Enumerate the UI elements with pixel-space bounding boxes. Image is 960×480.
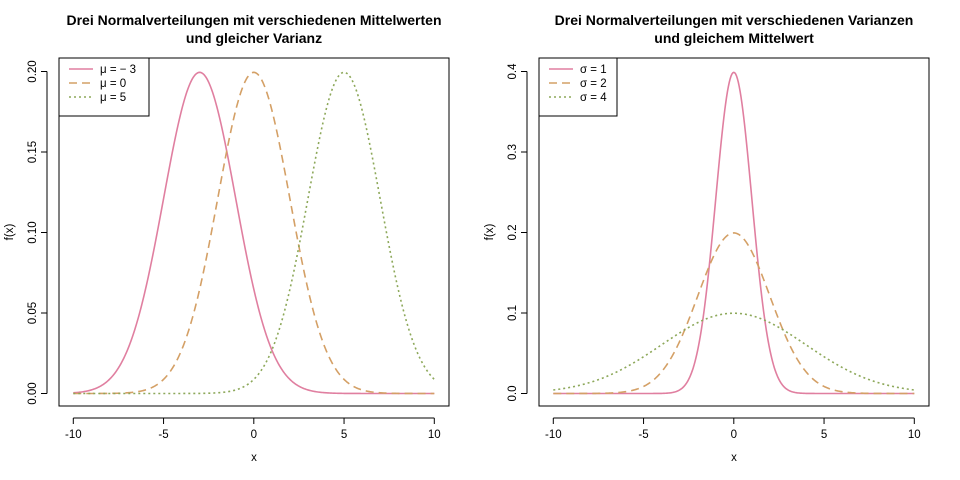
y-tick-label: 0.20 bbox=[27, 60, 39, 82]
plot-frame bbox=[58, 57, 450, 407]
chart-panel-1: Drei Normalverteilungen mit verschiedene… bbox=[4, 12, 450, 464]
y-tick-label: 0.2 bbox=[507, 225, 519, 241]
series-line-3 bbox=[553, 312, 915, 391]
y-axis-label: f(x) bbox=[4, 224, 16, 241]
y-tick-label: 0.05 bbox=[27, 302, 39, 324]
y-tick-label: 0.4 bbox=[507, 63, 519, 80]
legend-label-2: μ = 0 bbox=[100, 78, 126, 90]
chart-title-line-2: und gleicher Varianz bbox=[186, 30, 322, 46]
plot-frame bbox=[538, 57, 930, 407]
x-tick-label: -10 bbox=[545, 429, 562, 441]
x-tick-label: 0 bbox=[251, 429, 257, 441]
legend-label-2: σ = 2 bbox=[580, 78, 607, 90]
x-tick-label: 5 bbox=[821, 429, 827, 441]
x-tick-label: 5 bbox=[341, 429, 347, 441]
chart-title-line-1: Drei Normalverteilungen mit verschiedene… bbox=[67, 12, 442, 28]
legend-label-3: σ = 4 bbox=[580, 92, 607, 104]
legend-label-1: σ = 1 bbox=[580, 64, 607, 76]
y-tick-label: 0.15 bbox=[27, 141, 39, 163]
chart-title-line-2: und gleichem Mittelwert bbox=[654, 30, 814, 46]
x-tick-label: -5 bbox=[158, 429, 168, 441]
y-tick-label: 0.3 bbox=[507, 144, 519, 160]
legend: σ = 1 σ = 2 σ = 4 bbox=[538, 57, 618, 117]
x-axis-label: x bbox=[251, 452, 257, 464]
legend-label-3: μ = 5 bbox=[100, 92, 126, 104]
chart-panel-2: Drei Normalverteilungen mit verschiedene… bbox=[484, 12, 930, 464]
legend-box bbox=[538, 57, 618, 117]
y-tick-label: 0.1 bbox=[507, 305, 519, 321]
series-line-2 bbox=[73, 71, 435, 395]
legend-box bbox=[58, 57, 150, 117]
series-line-3 bbox=[73, 71, 435, 395]
x-tick-label: 0 bbox=[731, 429, 737, 441]
x-axis-label: x bbox=[731, 452, 737, 464]
chart-title-line-1: Drei Normalverteilungen mit verschiedene… bbox=[555, 12, 914, 28]
legend-label-1: μ = − 3 bbox=[100, 64, 136, 76]
y-axis-label: f(x) bbox=[484, 224, 496, 241]
legend: μ = − 3 μ = 0 μ = 5 bbox=[58, 57, 150, 117]
series-line-1 bbox=[73, 71, 435, 395]
x-tick-label: -10 bbox=[65, 429, 82, 441]
x-tick-label: -5 bbox=[638, 429, 648, 441]
series-line-2 bbox=[553, 232, 915, 395]
x-tick-label: 10 bbox=[908, 429, 921, 441]
y-tick-label: 0.10 bbox=[27, 221, 39, 243]
y-tick-label: 0.0 bbox=[507, 386, 519, 402]
y-tick-label: 0.00 bbox=[27, 382, 39, 404]
x-tick-label: 10 bbox=[428, 429, 441, 441]
